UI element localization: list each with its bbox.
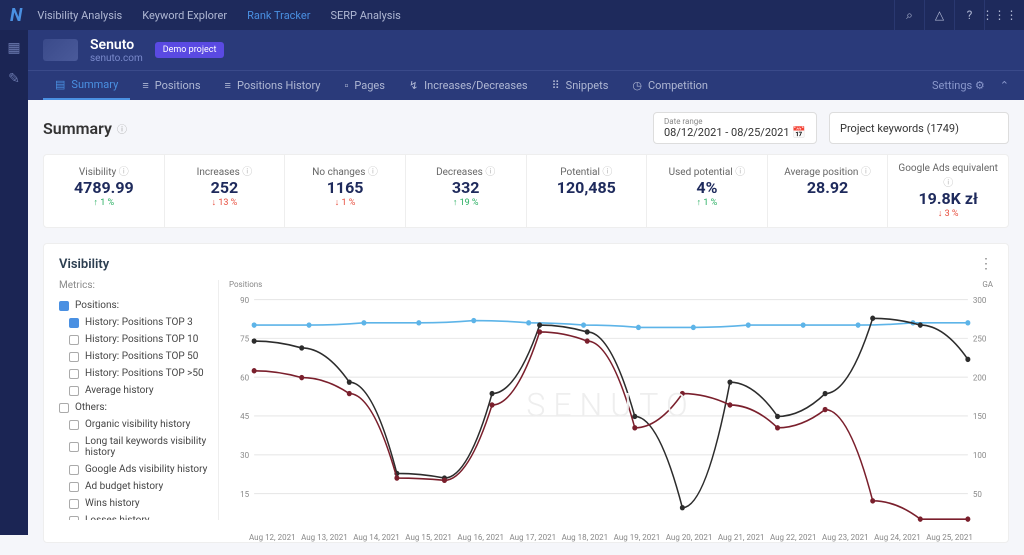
card-head: Visibility ⋮: [59, 256, 993, 272]
metric-item[interactable]: Ad budget history: [59, 478, 210, 495]
apps-icon[interactable]: ⋮⋮⋮: [984, 0, 1014, 30]
metric-item[interactable]: Organic visibility history: [59, 416, 210, 433]
kpi: Increases ⓘ 252 ↓ 13 %: [165, 155, 286, 227]
kpi: Google Ads equivalent ⓘ 19.8K zł ↓ 3 %: [888, 155, 1008, 227]
tab-pages[interactable]: ▫Pages: [332, 71, 396, 100]
svg-text:30: 30: [240, 451, 249, 461]
page-controls: Date range 08/12/2021 - 08/25/2021 📅 Pro…: [653, 112, 1009, 144]
checkbox-icon: [59, 403, 69, 413]
metric-item[interactable]: Losses history: [59, 512, 210, 520]
svg-text:90: 90: [240, 296, 249, 306]
visibility-card: Visibility ⋮ Metrics:Positions:History: …: [43, 243, 1009, 543]
checkbox-icon: [69, 386, 79, 396]
logo: N: [10, 5, 22, 26]
tools-icon[interactable]: ✎: [8, 71, 20, 87]
metric-item[interactable]: History: Positions TOP 3: [59, 314, 210, 331]
tab-competition[interactable]: ◷Competition: [620, 71, 720, 100]
metric-group[interactable]: Positions:: [59, 297, 210, 314]
site-info: Senuto senuto.com: [90, 37, 143, 64]
topnav-item[interactable]: Rank Tracker: [247, 9, 310, 22]
settings-link[interactable]: Settings ⚙: [932, 79, 985, 92]
date-range-picker[interactable]: Date range 08/12/2021 - 08/25/2021 📅: [653, 112, 817, 144]
page-head: Summary ⓘ Date range 08/12/2021 - 08/25/…: [43, 112, 1009, 144]
site-name: Senuto: [90, 37, 143, 53]
demo-badge: Demo project: [155, 42, 225, 58]
svg-text:15: 15: [240, 490, 249, 500]
kpi: Decreases ⓘ 332 ↑ 19 %: [406, 155, 527, 227]
svg-text:45: 45: [240, 412, 249, 422]
checkbox-icon: [69, 442, 79, 452]
svg-text:150: 150: [973, 412, 987, 422]
topbar-right: ⌕ △ ? ⋮⋮⋮: [894, 0, 1014, 30]
top-nav: Visibility Analysis Keyword Explorer Rank …: [37, 9, 401, 22]
settings-area: Settings ⚙ ⌃: [932, 79, 1009, 92]
card-title: Visibility: [59, 257, 109, 272]
checkbox-icon: [69, 499, 79, 509]
y-axis-left-label: Positions: [229, 280, 262, 289]
chart: Positions GA SENUTO 90300752506020045150…: [229, 280, 993, 530]
metric-group[interactable]: Others:: [59, 399, 210, 416]
checkbox-icon: [69, 516, 79, 521]
checkbox-icon: [69, 482, 79, 492]
tab-positions-history[interactable]: ≡Positions History: [213, 71, 333, 100]
metric-item[interactable]: Google Ads visibility history: [59, 461, 210, 478]
y-axis-right-label: GA: [982, 280, 993, 289]
page-title: Summary: [43, 119, 112, 138]
site-domain[interactable]: senuto.com: [90, 53, 143, 64]
metric-item[interactable]: History: Positions TOP 50: [59, 348, 210, 365]
search-icon[interactable]: ⌕: [894, 0, 924, 30]
checkbox-icon: [69, 465, 79, 475]
section-tabs: ▤Summary≡Positions≡Positions History▫Pag…: [28, 70, 1024, 100]
svg-text:75: 75: [240, 334, 249, 344]
svg-text:250: 250: [973, 334, 987, 344]
help-icon[interactable]: ?: [954, 0, 984, 30]
project-header: Senuto senuto.com Demo project: [28, 30, 1024, 70]
kpi: Potential ⓘ 120,485: [527, 155, 648, 227]
tab-increases-decreases[interactable]: ↯Increases/Decreases: [397, 71, 540, 100]
metrics-panel: Metrics:Positions:History: Positions TOP…: [59, 280, 219, 520]
topnav-item[interactable]: Keyword Explorer: [142, 9, 227, 22]
checkbox-icon: [69, 318, 79, 328]
tab-summary[interactable]: ▤Summary: [43, 71, 130, 100]
bell-icon[interactable]: △: [924, 0, 954, 30]
kpi: No changes ⓘ 1165 ↓ 1 %: [285, 155, 406, 227]
dashboard-icon[interactable]: ▦: [7, 40, 20, 56]
topnav-item[interactable]: Visibility Analysis: [37, 9, 122, 22]
card-menu-icon[interactable]: ⋮: [979, 256, 993, 272]
tab-positions[interactable]: ≡Positions: [130, 71, 212, 100]
kpi: Used potential ⓘ 4% ↑ 1 %: [647, 155, 768, 227]
metric-item[interactable]: Long tail keywords visibility history: [59, 433, 210, 461]
checkbox-icon: [69, 352, 79, 362]
top-bar: N Visibility Analysis Keyword Explorer Ran…: [0, 0, 1024, 30]
checkbox-icon: [59, 301, 69, 311]
checkbox-icon: [69, 369, 79, 379]
collapse-icon[interactable]: ⌃: [1000, 79, 1009, 92]
checkbox-icon: [69, 335, 79, 345]
x-axis-labels: Aug 12, 2021Aug 13, 2021Aug 14, 2021Aug …: [229, 533, 993, 542]
topnav-item[interactable]: SERP Analysis: [330, 9, 400, 22]
kpi: Visibility ⓘ 4789.99 ↑ 1 %: [44, 155, 165, 227]
checkbox-icon: [69, 420, 79, 430]
sidebar: ▦ ✎: [0, 30, 28, 535]
chart-area: Metrics:Positions:History: Positions TOP…: [59, 280, 993, 530]
svg-text:300: 300: [973, 296, 987, 306]
metric-item[interactable]: History: Positions TOP >50: [59, 365, 210, 382]
info-icon[interactable]: ⓘ: [117, 121, 127, 136]
chart-svg: 90 300 75 250 60 200 45 150 30 100 15 50: [229, 280, 993, 530]
svg-text:200: 200: [973, 373, 987, 383]
metric-item[interactable]: Wins history: [59, 495, 210, 512]
svg-text:50: 50: [973, 490, 982, 500]
site-thumbnail: [43, 39, 78, 61]
metric-item[interactable]: Average history: [59, 382, 210, 399]
kpi: Average position ⓘ 28.92: [768, 155, 889, 227]
kpi-row: Visibility ⓘ 4789.99 ↑ 1 %Increases ⓘ 25…: [43, 154, 1009, 228]
svg-text:100: 100: [973, 451, 987, 461]
keywords-select[interactable]: Project keywords (1749): [829, 112, 1009, 144]
svg-text:60: 60: [240, 373, 249, 383]
content: Summary ⓘ Date range 08/12/2021 - 08/25/…: [28, 100, 1024, 555]
tab-snippets[interactable]: ⠿Snippets: [540, 71, 621, 100]
metric-item[interactable]: History: Positions TOP 10: [59, 331, 210, 348]
